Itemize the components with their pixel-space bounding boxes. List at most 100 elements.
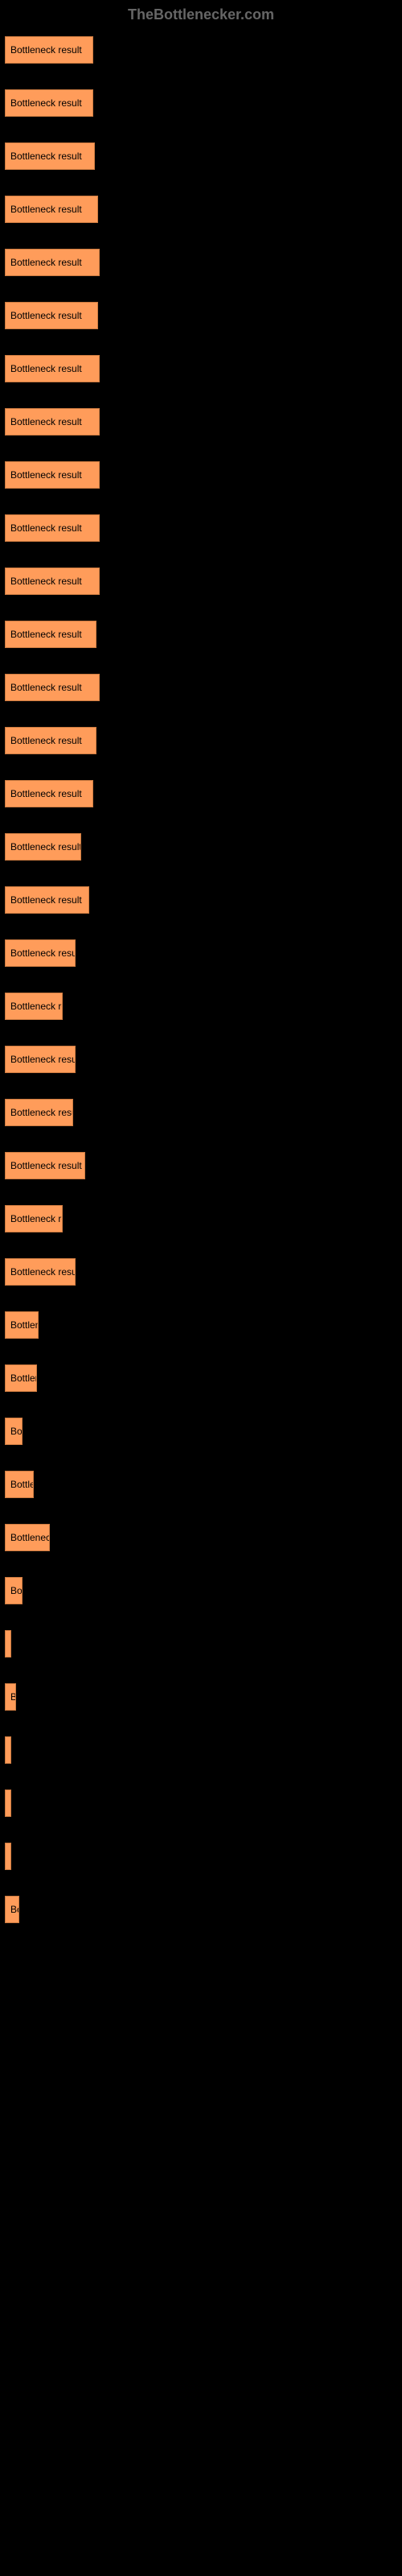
bar: Bottleneck result — [5, 1046, 76, 1073]
bar: Bottleneck result — [5, 142, 95, 170]
bar-label: Bottleneck result — [10, 204, 82, 215]
bar-label: Bottleneck result — [10, 1213, 63, 1224]
bar-label: Bottleneck result — [10, 257, 82, 268]
bar-row: Bottleneck result — [5, 1896, 397, 1923]
bar: Bottleneck result — [5, 1471, 34, 1498]
bar-label: Bottleneck result — [10, 1479, 34, 1490]
bar-row: Bottleneck result — [5, 1843, 397, 1870]
bar-row: Bottleneck result — [5, 1364, 397, 1392]
bar-row: Bottleneck result — [5, 461, 397, 489]
bar-row: Bottleneck result — [5, 833, 397, 861]
bar: Bottleneck result — [5, 514, 100, 542]
bar: Bottleneck result — [5, 568, 100, 595]
bar: Bottleneck result — [5, 1418, 23, 1445]
bar-label: Bottleneck result — [10, 522, 82, 534]
bar-row: Bottleneck result — [5, 780, 397, 807]
bar: Bottleneck result — [5, 1577, 23, 1604]
bar: Bottleneck result — [5, 1311, 39, 1339]
bar-row: Bottleneck result — [5, 1736, 397, 1764]
bar-row: Bottleneck result — [5, 196, 397, 223]
bar-row: Bottleneck result — [5, 1418, 397, 1445]
bar: Bottleneck result — [5, 36, 93, 64]
bar-row: Bottleneck result — [5, 1471, 397, 1498]
bar-label: Bottleneck result — [10, 97, 82, 109]
bar-row: Bottleneck result — [5, 1577, 397, 1604]
bar-label: Bottleneck result — [10, 1160, 82, 1171]
bar: Bottleneck result — [5, 355, 100, 382]
bar-label: Bottleneck result — [10, 947, 76, 959]
bar-label: Bottleneck result — [10, 310, 82, 321]
bar-label: Bottleneck result — [10, 1691, 16, 1703]
bar-row: Bottleneck result — [5, 89, 397, 117]
bar-row: Bottleneck result — [5, 1683, 397, 1711]
bar-label: Bottleneck result — [10, 629, 82, 640]
bar-row: Bottleneck result — [5, 1630, 397, 1657]
bar: Bottleneck result — [5, 408, 100, 436]
bar-label: Bottleneck result — [10, 44, 82, 56]
bar: Bottleneck result — [5, 89, 93, 117]
bar-row: Bottleneck result — [5, 1311, 397, 1339]
bar-row: Bottleneck result — [5, 408, 397, 436]
bar: Bottleneck result — [5, 1258, 76, 1286]
bar-row: Bottleneck result — [5, 142, 397, 170]
bar-label: Bottleneck result — [10, 469, 82, 481]
bar-label: Bottleneck result — [10, 1904, 19, 1915]
bar-label: Bottleneck result — [10, 788, 82, 799]
bar: Bottleneck result — [5, 1205, 63, 1232]
bar-row: Bottleneck result — [5, 1258, 397, 1286]
bottleneck-bar-chart: Bottleneck result Bottleneck result Bottle… — [0, 36, 402, 1965]
bar-row: Bottleneck result — [5, 727, 397, 754]
bar-label: Bottleneck result — [10, 1638, 11, 1649]
bar: Bottleneck result — [5, 674, 100, 701]
bar: Bottleneck result — [5, 1896, 19, 1923]
bar: Bottleneck result — [5, 993, 63, 1020]
bar-row: Bottleneck result — [5, 568, 397, 595]
bar: Bottleneck result — [5, 727, 96, 754]
bar-row: Bottleneck result — [5, 1205, 397, 1232]
bar: Bottleneck result — [5, 1683, 16, 1711]
bar-label: Bottleneck result — [10, 1319, 39, 1331]
bar-row: Bottleneck result — [5, 1046, 397, 1073]
bar-label: Bottleneck result — [10, 416, 82, 427]
bar-row: Bottleneck result — [5, 249, 397, 276]
bar-label: Bottleneck result — [10, 1532, 50, 1543]
bar-label: Bottleneck result — [10, 735, 82, 746]
bar-label: Bottleneck result — [10, 1798, 11, 1809]
bar: Bottleneck result — [5, 833, 81, 861]
bar: Bottleneck result — [5, 1630, 11, 1657]
bar-label: Bottleneck result — [10, 1001, 63, 1012]
bar-label: Bottleneck result — [10, 682, 82, 693]
bar-row: Bottleneck result — [5, 514, 397, 542]
bar-label: Bottleneck result — [10, 1851, 11, 1862]
bar: Bottleneck result — [5, 621, 96, 648]
bar: Bottleneck result — [5, 886, 89, 914]
bar-label: Bottleneck result — [10, 1426, 23, 1437]
bar-label: Bottleneck result — [10, 1744, 11, 1756]
bar: Bottleneck result — [5, 461, 100, 489]
bar: Bottleneck result — [5, 1152, 85, 1179]
bar: Bottleneck result — [5, 1736, 11, 1764]
bar: Bottleneck result — [5, 249, 100, 276]
bar: Bottleneck result — [5, 1524, 50, 1551]
bar: Bottleneck result — [5, 1099, 73, 1126]
bar: Bottleneck result — [5, 1843, 11, 1870]
bar: Bottleneck result — [5, 302, 98, 329]
bar: Bottleneck result — [5, 939, 76, 967]
bar-label: Bottleneck result — [10, 1266, 76, 1278]
bar-label: Bottleneck result — [10, 894, 82, 906]
bar: Bottleneck result — [5, 1790, 11, 1817]
bar-row: Bottleneck result — [5, 1099, 397, 1126]
bar-label: Bottleneck result — [10, 1054, 76, 1065]
bar: Bottleneck result — [5, 1364, 37, 1392]
bar-row: Bottleneck result — [5, 621, 397, 648]
bar-row: Bottleneck result — [5, 939, 397, 967]
bar-row: Bottleneck result — [5, 674, 397, 701]
bar-row: Bottleneck result — [5, 1524, 397, 1551]
bar-row: Bottleneck result — [5, 993, 397, 1020]
bar-label: Bottleneck result — [10, 841, 81, 852]
bar-row: Bottleneck result — [5, 1790, 397, 1817]
bar-row: Bottleneck result — [5, 36, 397, 64]
bar-label: Bottleneck result — [10, 576, 82, 587]
bar: Bottleneck result — [5, 780, 93, 807]
bar-label: Bottleneck result — [10, 1107, 73, 1118]
